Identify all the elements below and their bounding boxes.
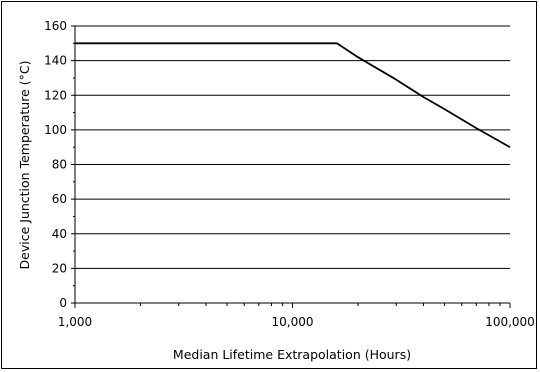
axis-ticks — [71, 25, 511, 308]
y-tick-label: 160 — [44, 19, 67, 33]
tick-labels: 0 20 40 60 80 100 120 140 160 1,000 10,000 100,000 — [44, 19, 535, 329]
y-tick-label: 120 — [44, 88, 67, 102]
series-layer — [75, 42, 511, 148]
y-tick-label: 100 — [44, 123, 67, 137]
y-tick-label: 40 — [52, 227, 67, 241]
y-axis-title: Device Junction Temperature (°C) — [17, 61, 32, 270]
grid-lines — [75, 25, 510, 269]
x-axis-title: Median Lifetime Extrapolation (Hours) — [173, 347, 411, 362]
y-tick-label: 0 — [59, 296, 67, 310]
y-tick-label: 80 — [52, 158, 67, 172]
x-tick-label: 1,000 — [58, 315, 92, 329]
y-tick-label: 60 — [52, 192, 67, 206]
y-tick-label: 140 — [44, 54, 67, 68]
x-tick-label: 100,000 — [485, 315, 535, 329]
y-tick-label: 20 — [52, 261, 67, 275]
axes — [74, 26, 510, 304]
x-tick-label: 10,000 — [272, 315, 314, 329]
series-line — [75, 42, 511, 148]
